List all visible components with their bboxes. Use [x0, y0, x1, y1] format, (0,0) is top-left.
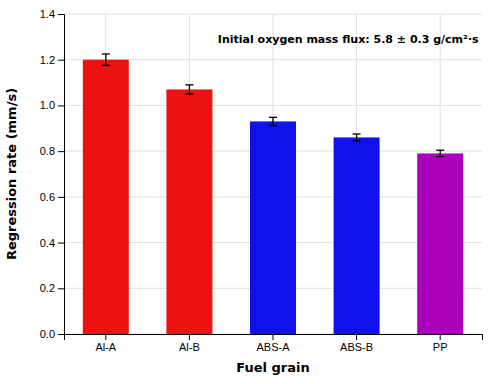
y-tick: 1.0 [40, 99, 64, 111]
bar [417, 153, 463, 334]
error-bar [436, 150, 444, 156]
error-bar-stem [440, 150, 441, 156]
x-tick-mark [273, 334, 274, 340]
y-tick-label: 0.4 [40, 237, 55, 249]
y-tick: 0.4 [40, 237, 64, 249]
y-tick-mark [58, 151, 64, 152]
grid [64, 14, 482, 334]
y-tick: 1.4 [40, 8, 64, 20]
y-tick: 1.2 [40, 54, 64, 66]
y-tick-label: 0.6 [40, 191, 55, 203]
x-tick-label: ABS-B [340, 341, 373, 353]
error-bar-stem [356, 134, 357, 141]
error-bar-stem [105, 54, 106, 65]
error-bar-cap [353, 133, 361, 134]
y-axis-title: Regression rate (mm/s) [4, 88, 19, 260]
bar [250, 121, 296, 334]
error-bar-cap [436, 156, 444, 157]
y-tick-mark [58, 288, 64, 289]
y-tick: 0.0 [40, 328, 64, 340]
error-bar [353, 134, 361, 141]
error-bar-stem [272, 117, 273, 125]
y-tick-mark [58, 334, 64, 335]
y-tick-mark [58, 14, 64, 15]
y-tick-label: 0.0 [40, 328, 55, 340]
y-tick: 0.2 [40, 282, 64, 294]
x-tick-label: PP [433, 341, 448, 353]
y-tick: 0.8 [40, 145, 64, 157]
y-tick-label: 1.0 [40, 99, 55, 111]
x-tick-label: Al-A [95, 341, 116, 353]
plot: Al-A Al-B ABS-A ABS-B PP 0.0 0.2 0.4 0.6 0.8 1.0 1.… [40, 8, 483, 353]
bar [166, 89, 212, 334]
x-tick-mark [440, 334, 441, 340]
x-tick: PP [433, 334, 448, 353]
marks [83, 54, 463, 334]
x-tick: ABS-B [340, 334, 373, 353]
error-bar-stem [189, 85, 190, 94]
chart: Al-A Al-B ABS-A ABS-B PP 0.0 0.2 0.4 0.6 0.8 1.0 1.… [0, 0, 500, 384]
error-bar-cap [353, 140, 361, 141]
x-tick: Al-A [95, 334, 116, 353]
error-bar [102, 54, 110, 65]
x-axis-title: Fuel grain [236, 360, 310, 375]
y-axis: 0.0 0.2 0.4 0.6 0.8 1.0 1.2 1.4 [40, 8, 65, 340]
y-tick-mark [58, 243, 64, 244]
bar [334, 137, 380, 334]
error-bar [269, 117, 277, 125]
x-tick: Al-B [179, 334, 200, 353]
y-tick-mark [58, 197, 64, 198]
y-axis-line [58, 15, 65, 335]
x-tick-mark [189, 334, 190, 340]
x-tick: ABS-A [256, 334, 290, 353]
y-tick-label: 1.4 [40, 8, 55, 20]
x-tick-mark [356, 334, 357, 340]
error-bar-cap [269, 117, 277, 118]
x-tick-label: Al-B [179, 341, 200, 353]
error-bar-cap [102, 65, 110, 66]
y-tick-mark [58, 60, 64, 61]
error-bar-cap [102, 53, 110, 54]
error-bar-cap [269, 125, 277, 126]
bar [83, 60, 129, 334]
x-tick-label: ABS-A [256, 341, 290, 353]
error-bar-cap [185, 93, 193, 94]
y-tick-label: 1.2 [40, 54, 55, 66]
error-bar-cap [185, 84, 193, 85]
y-tick-label: 0.2 [40, 282, 55, 294]
annotation: Initial oxygen mass flux: 5.8 ± 0.3 g/cm… [218, 33, 479, 46]
y-tick: 0.6 [40, 191, 64, 203]
error-bar [185, 85, 193, 94]
x-axis-line [65, 335, 483, 341]
y-tick-mark [58, 105, 64, 106]
error-bar-cap [436, 150, 444, 151]
x-tick-mark [105, 334, 106, 340]
y-tick-label: 0.8 [40, 145, 55, 157]
x-axis: Al-A Al-B ABS-A ABS-B PP [65, 334, 483, 353]
